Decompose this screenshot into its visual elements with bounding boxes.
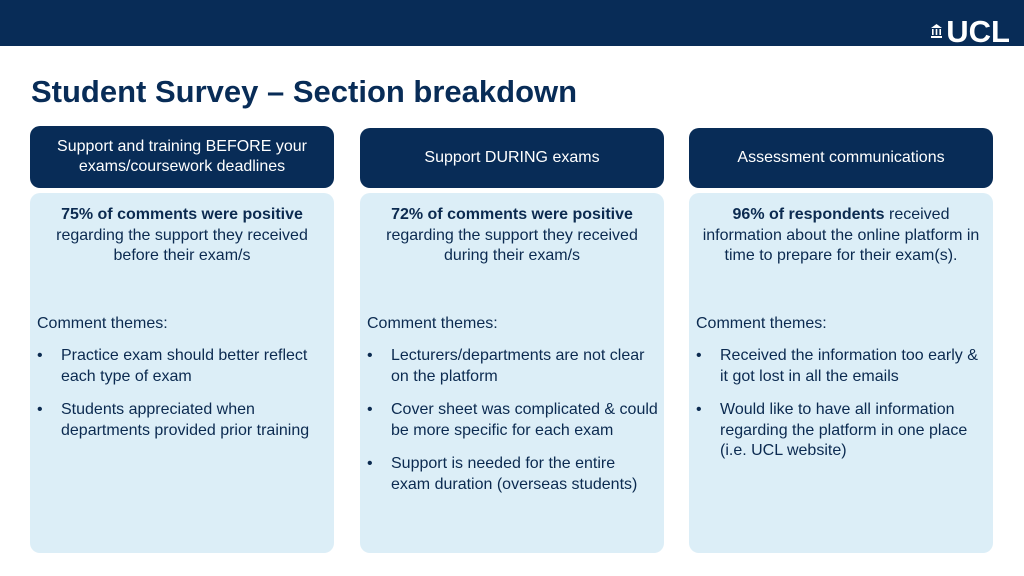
bullet-icon: • [367, 347, 373, 364]
themes-list: • Received the information too early & it… [696, 346, 987, 475]
bullet-icon: • [696, 347, 702, 364]
ucl-logo: UCL [931, 14, 1010, 49]
theme-text: Practice exam should better reflect each… [61, 347, 308, 385]
stat-detail: regarding the support they received duri… [386, 226, 638, 265]
stat-highlight: 75% of comments were positive [61, 206, 303, 223]
list-item: • Would like to have all information rega… [696, 400, 987, 462]
stat-summary: 72% of comments were positive regarding … [368, 205, 656, 267]
theme-text: Would like to have all information regar… [720, 401, 968, 459]
column-panel-before: 75% of comments were positive regarding … [30, 193, 334, 553]
bullet-icon: • [367, 401, 373, 418]
portico-icon [931, 24, 943, 38]
stat-summary: 75% of comments were positive regarding … [38, 205, 326, 267]
list-item: • Practice exam should better reflect eac… [37, 346, 328, 387]
theme-text: Support is needed for the entire exam du… [391, 455, 638, 493]
theme-text: Received the information too early & it … [720, 347, 978, 385]
stat-highlight: 72% of comments were positive [391, 206, 633, 223]
column-header-label: Support and training BEFORE your exams/c… [57, 138, 307, 175]
stat-detail: received information about the online pl… [702, 206, 980, 264]
column-header-communications: Assessment communications [689, 128, 993, 188]
stat-detail: regarding the support they received befo… [56, 226, 308, 265]
themes-label: Comment themes: [37, 315, 168, 332]
column-panel-communications: 96% of respondents received information … [689, 193, 993, 553]
column-header-before: Support and training BEFORE your exams/c… [30, 126, 334, 188]
list-item: • Cover sheet was complicated & could be … [367, 400, 658, 441]
themes-label: Comment themes: [696, 315, 827, 332]
list-item: • Received the information too early & it… [696, 346, 987, 387]
list-item: • Lecturers/departments are not clear on … [367, 346, 658, 387]
stat-highlight: 96% of respondents [732, 206, 885, 223]
theme-text: Students appreciated when departments pr… [61, 401, 310, 439]
theme-text: Lecturers/departments are not clear on t… [391, 347, 645, 385]
logo-text: UCL [946, 14, 1010, 49]
column-panel-during: 72% of comments were positive regarding … [360, 193, 664, 553]
bullet-icon: • [37, 347, 43, 364]
themes-label: Comment themes: [367, 315, 498, 332]
list-item: • Support is needed for the entire exam d… [367, 454, 658, 495]
themes-list: • Practice exam should better reflect eac… [37, 346, 328, 454]
stat-summary: 96% of respondents received information … [697, 205, 985, 267]
page-title: Student Survey – Section breakdown [31, 74, 578, 109]
theme-text: Cover sheet was complicated & could be m… [391, 401, 658, 439]
list-item: • Students appreciated when departments p… [37, 400, 328, 441]
themes-list: • Lecturers/departments are not clear on … [367, 346, 658, 508]
bullet-icon: • [367, 455, 373, 472]
column-header-during: Support DURING exams [360, 128, 664, 188]
bullet-icon: • [696, 401, 702, 418]
column-header-label: Support DURING exams [424, 149, 600, 166]
bullet-icon: • [37, 401, 43, 418]
column-header-label: Assessment communications [737, 149, 945, 166]
top-banner: UCL [0, 0, 1024, 49]
